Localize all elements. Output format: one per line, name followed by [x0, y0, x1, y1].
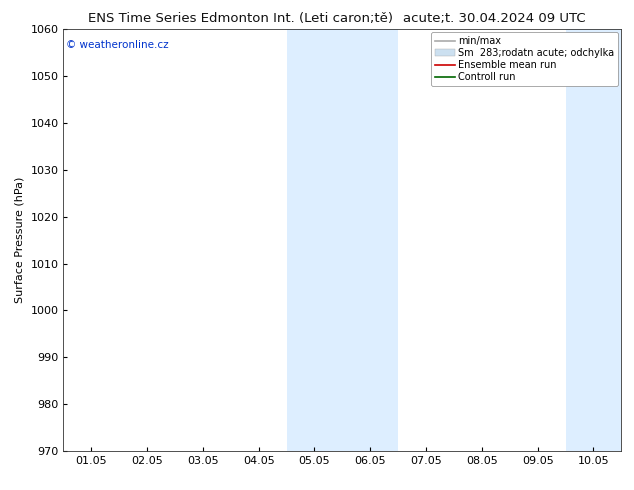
- Legend: min/max, Sm  283;rodatn acute; odchylka, Ensemble mean run, Controll run: min/max, Sm 283;rodatn acute; odchylka, …: [431, 32, 618, 86]
- Text: acute;t. 30.04.2024 09 UTC: acute;t. 30.04.2024 09 UTC: [403, 12, 586, 25]
- Bar: [566, 29, 621, 451]
- Bar: [287, 29, 398, 451]
- Y-axis label: Surface Pressure (hPa): Surface Pressure (hPa): [15, 177, 25, 303]
- Text: © weatheronline.cz: © weatheronline.cz: [66, 40, 169, 50]
- Text: ENS Time Series Edmonton Int. (Leti caron;tě): ENS Time Series Edmonton Int. (Leti caro…: [88, 12, 394, 25]
